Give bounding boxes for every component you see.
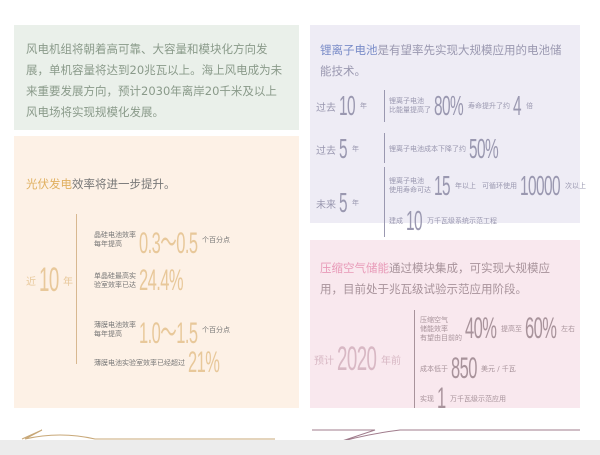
divider: [414, 310, 415, 408]
row-pre: 过去: [316, 102, 336, 114]
bottom-bar: [0, 440, 600, 455]
item-label: 薄膜电池效率 每年提高: [94, 321, 136, 338]
item-unit: 个百分点: [202, 325, 230, 334]
wind-text: 风电机组将朝着高可靠、大容量和模块化方向发展，单机容量将达到20兆瓦以上。海上风…: [26, 42, 283, 119]
li-lead: 锂离子电池是有望率先实现大规模应用的电池储能技术。: [320, 40, 570, 82]
detail-value: 15: [434, 170, 451, 201]
row-post: 年: [352, 198, 359, 207]
li-row: 未来 5 年: [316, 187, 359, 219]
divider: [384, 133, 385, 163]
item-label: 单晶硅最高实 验室效率已达: [94, 272, 136, 289]
detail-label: 锂离子电池成本下降了约: [389, 144, 466, 153]
row-unit: 美元 / 千瓦: [481, 364, 516, 373]
detail-label2: 寿命提升了约: [468, 101, 510, 110]
divider: [76, 214, 77, 364]
air-lead: 压缩空气储能通过模块集成，可实现大规模应用，目前处于兆瓦级试验示范应用阶段。: [320, 258, 570, 300]
detail-unit3: 万千瓦级系统示范工程: [427, 216, 497, 225]
li-row-detail: 锂离子电池成本下降了约 50%: [389, 133, 500, 165]
row-pre: 过去: [316, 145, 336, 157]
row-mid: 提高至: [501, 324, 522, 333]
period-pre: 预计: [314, 356, 334, 367]
item-label: 晶硅电池效率 每年提高: [94, 231, 136, 248]
air-row: 压缩空气 储能效率 有望由目前的 40% 提高至 60% 左右: [420, 312, 575, 346]
pv-item: 晶硅电池效率 每年提高 0.3～0.5 个百分点: [94, 218, 230, 262]
detail-unit: 年以上: [455, 181, 476, 190]
wind-power-panel: 风电机组将朝着高可靠、大容量和模块化方向发展，单机容量将达到20兆瓦以上。海上风…: [14, 25, 299, 130]
air-period: 预计 2020 年前: [314, 340, 401, 379]
detail-unit2: 倍: [526, 101, 533, 110]
detail-value2: 10000: [520, 170, 561, 201]
compressed-air-panel: 压缩空气储能通过模块集成，可实现大规模应用，目前处于兆瓦级试验示范应用阶段。 预…: [310, 240, 580, 415]
detail-label2: 可循环使用: [482, 181, 517, 190]
air-row: 成本低于 850 美元 / 千瓦: [420, 352, 516, 386]
pv-period: 近 10 年: [26, 261, 73, 300]
row-value: 40%: [465, 312, 497, 345]
row-num: 5: [339, 133, 348, 164]
period-pre: 近: [26, 277, 36, 288]
detail-value2: 4: [513, 90, 522, 121]
row-pre: 未来: [316, 199, 336, 211]
period-post: 年: [63, 277, 73, 288]
row-post: 左右: [561, 324, 575, 333]
row-post: 年: [352, 144, 359, 153]
li-row-detail: 锂离子电池 使用寿命可达 15 年以上 可循环使用 10000 次以上: [389, 170, 586, 202]
divider: [384, 90, 385, 122]
row-post: 年: [360, 101, 367, 110]
item-unit: 个百分点: [202, 235, 230, 244]
pv-panel: 光伏发电效率将进一步提升。 近 10 年 晶硅电池效率 每年提高 0.3～0.5 个百分…: [14, 136, 299, 408]
detail-value3: 10: [406, 205, 423, 236]
pv-highlight: 光伏发电: [26, 177, 72, 191]
item-value: 0.3～0.5: [139, 227, 198, 260]
li-row: 过去 5 年: [316, 133, 359, 165]
period-num: 10: [39, 261, 59, 299]
row-num: 10: [339, 90, 356, 121]
item-value: 24.4%: [139, 264, 184, 297]
pv-item: 薄膜电池效率 每年提高 1.0～1.5 个百分点: [94, 308, 230, 352]
detail-label: 锂离子电池 比能量提高了: [389, 97, 431, 114]
pv-item: 薄膜电池实验室效率已经超过 21%: [94, 346, 221, 380]
detail-unit2: 次以上: [565, 181, 586, 190]
li-row-detail: 建成 10 万千瓦级系统示范工程: [389, 205, 497, 237]
row-value: 850: [451, 352, 477, 385]
row-value: 1: [437, 382, 446, 415]
li-row-detail: 锂离子电池 比能量提高了 80% 寿命提升了约 4 倍: [389, 90, 533, 122]
li-lead-text: 是有望率先实现大规模应用的电池储能技术。: [320, 43, 562, 78]
row-label: 实现: [420, 394, 434, 403]
row-label: 成本低于: [420, 364, 448, 373]
period-num: 2020: [337, 340, 377, 378]
item-value: 21%: [188, 346, 220, 379]
air-highlight: 压缩空气储能: [320, 261, 389, 275]
detail-value: 50%: [469, 133, 499, 164]
air-lead-text: 通过模块集成，可实现大规模应用，目前处于兆瓦级试验示范应用阶段。: [320, 261, 550, 296]
row-num: 5: [339, 187, 348, 218]
row-label: 压缩空气 储能效率 有望由目前的: [420, 315, 462, 342]
detail-label3: 建成: [389, 216, 403, 225]
item-value: 1.0～1.5: [139, 317, 198, 350]
li-battery-panel: 锂离子电池是有望率先实现大规模应用的电池储能技术。 过去 10 年 锂离子电池 比能…: [310, 25, 586, 237]
item-label: 薄膜电池实验室效率已经超过: [94, 358, 185, 367]
pv-lead-text: 效率将进一步提升。: [72, 177, 176, 191]
pv-item: 单晶硅最高实 验室效率已达 24.4%: [94, 264, 185, 298]
air-row: 实现 1 万千瓦级示范应用: [420, 382, 506, 416]
row-value2: 60%: [525, 312, 557, 345]
li-row: 过去 10 年: [316, 90, 367, 122]
detail-label: 锂离子电池 使用寿命可达: [389, 177, 431, 194]
pv-lead: 光伏发电效率将进一步提升。: [26, 174, 287, 195]
gold-squiggle: [21, 429, 275, 440]
row-unit: 万千瓦级示范应用: [450, 394, 506, 403]
period-post: 年前: [381, 356, 401, 367]
divider: [384, 167, 385, 237]
detail-value: 80%: [434, 90, 464, 121]
li-highlight: 锂离子电池: [320, 43, 378, 57]
